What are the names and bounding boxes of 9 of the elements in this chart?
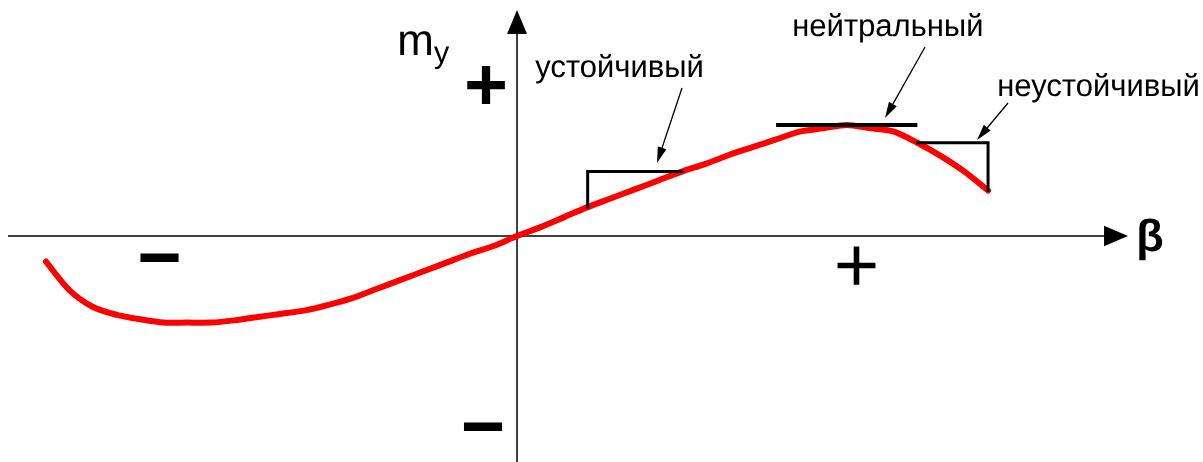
text: нейтральный: [794, 12, 982, 43]
y-axis-title: m$_{y}$: [400, 31, 450, 70]
text: устойчивый: [535, 53, 702, 84]
text: −: [463, 422, 503, 431]
text: неустойчивый: [999, 72, 1198, 103]
x-axis-title: β: [1139, 218, 1163, 261]
annotation: −: [140, 253, 179, 262]
annotation: +: [837, 246, 876, 285]
text: +: [467, 66, 505, 105]
